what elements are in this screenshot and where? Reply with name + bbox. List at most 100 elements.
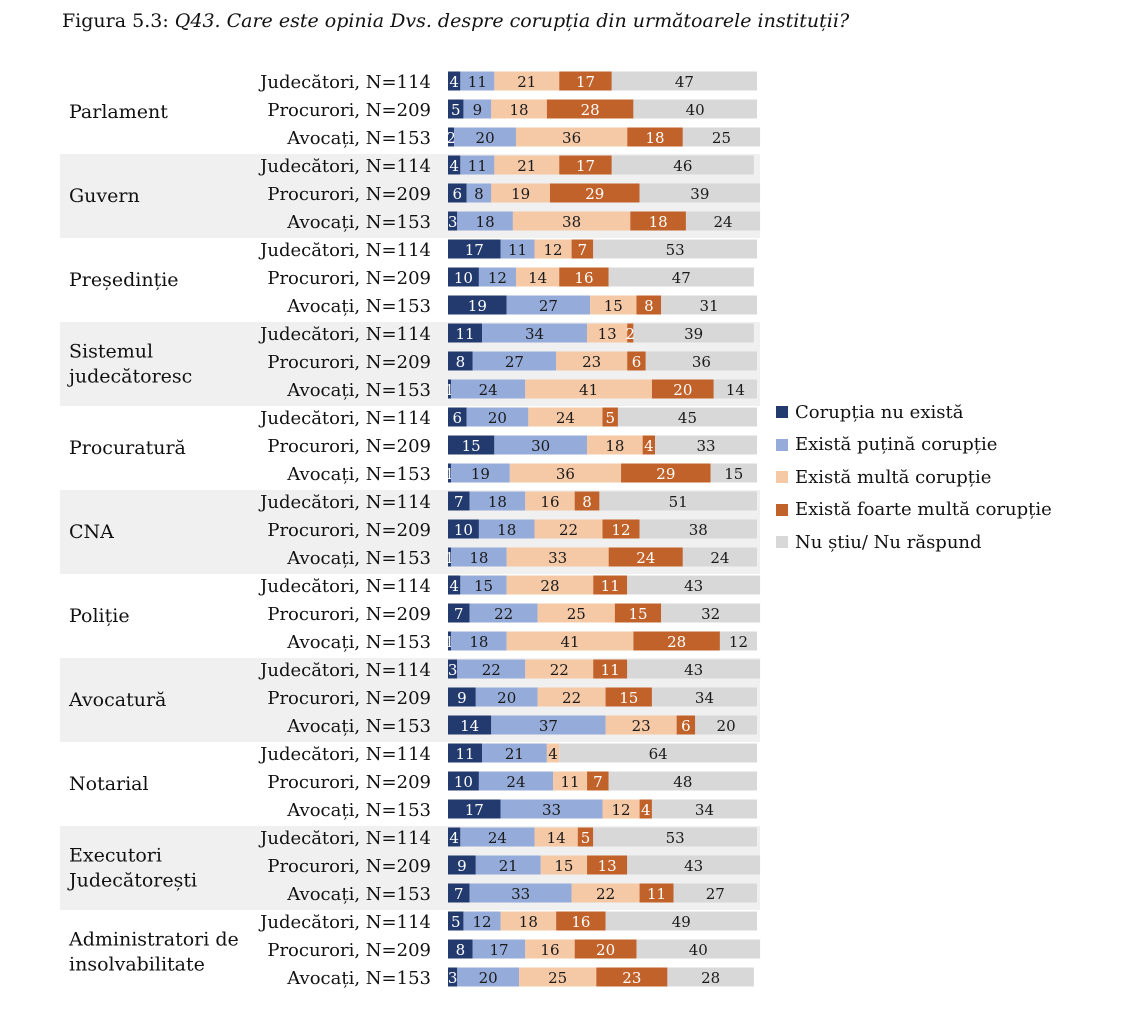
bar-segment	[448, 351, 473, 371]
bar-value-label: 18	[649, 213, 668, 231]
row-label: Avocați, N=153	[286, 128, 431, 149]
bar-value-label: 16	[540, 493, 559, 511]
legend-item: Există multă corupție	[776, 461, 1052, 494]
chart-title: Figura 5.3: Q43. Care este opinia Dvs. d…	[62, 10, 849, 32]
bar-segment	[528, 407, 603, 427]
bar-value-label: 34	[695, 801, 714, 819]
bar-segment	[673, 883, 757, 903]
bar-segment	[478, 771, 554, 791]
chart-legend: Corupția nu există Există puțină corupție…	[776, 396, 1052, 559]
bar-value-label: 12	[544, 241, 563, 259]
bar-segment	[451, 379, 526, 399]
bar-segment	[534, 519, 603, 539]
bar-segment	[472, 351, 557, 371]
bar-value-label: 9	[457, 689, 467, 707]
bar-value-label: 3	[448, 661, 458, 679]
bar-segment	[639, 519, 757, 539]
bar-value-label: 15	[628, 605, 647, 623]
bar-segment	[540, 855, 588, 875]
bar-value-label: 28	[581, 101, 600, 119]
bar-value-label: 37	[539, 717, 558, 735]
bar-value-label: 22	[550, 661, 569, 679]
bar-segment	[448, 967, 458, 987]
bar-segment	[627, 323, 634, 343]
bar-segment	[642, 435, 656, 455]
legend-label: Există foarte multă corupție	[795, 499, 1052, 521]
row-label: Judecători, N=114	[258, 828, 431, 849]
legend-swatch	[776, 438, 788, 451]
bar-value-label: 45	[678, 409, 697, 427]
bar-segment	[463, 99, 492, 119]
bar-value-label: 4	[548, 745, 558, 763]
bar-segment	[448, 939, 473, 959]
bar-segment	[559, 267, 609, 287]
bar-value-label: 5	[451, 913, 461, 931]
bar-value-label: 48	[673, 773, 692, 791]
bar-value-label: 24	[636, 549, 655, 567]
legend-item: Corupția nu există	[776, 396, 1052, 429]
bar-segment	[639, 883, 674, 903]
bar-segment	[500, 799, 603, 819]
bar-segment	[448, 631, 452, 651]
row-label: Procurori, N=209	[267, 268, 431, 289]
bar-value-label: 21	[499, 857, 518, 875]
bar-value-label: 19	[468, 297, 487, 315]
institution-label: Judecătorești	[67, 870, 197, 892]
bar-segment	[448, 155, 461, 175]
bar-value-label: 1	[445, 549, 455, 567]
bar-segment	[460, 155, 495, 175]
bar-segment	[448, 715, 492, 735]
bar-segment	[460, 575, 507, 595]
bar-value-label: 11	[455, 325, 474, 343]
bar-segment	[605, 687, 652, 707]
row-label: Avocați, N=153	[286, 296, 431, 317]
bar-segment	[475, 687, 538, 707]
bar-value-label: 24	[488, 829, 507, 847]
bar-segment	[602, 407, 618, 427]
bar-segment	[608, 547, 683, 567]
bar-value-label: 10	[454, 521, 473, 539]
bar-segment	[537, 687, 606, 707]
row-label: Judecători, N=114	[258, 912, 431, 933]
bar-segment	[633, 99, 757, 119]
bar-value-label: 29	[585, 185, 604, 203]
bar-value-label: 39	[690, 185, 709, 203]
bar-value-label: 17	[465, 801, 484, 819]
bar-segment	[636, 295, 662, 315]
bar-value-label: 18	[519, 913, 538, 931]
bar-segment	[515, 127, 628, 147]
bar-segment	[448, 267, 479, 287]
bar-value-label: 53	[666, 829, 685, 847]
bar-value-label: 47	[672, 269, 691, 287]
bar-segment	[472, 939, 526, 959]
bar-segment	[469, 491, 526, 511]
bar-value-label: 19	[471, 465, 490, 483]
bar-segment	[478, 519, 535, 539]
bar-segment	[627, 855, 761, 875]
bar-value-label: 24	[506, 773, 525, 791]
bar-value-label: 3	[448, 969, 458, 987]
bar-value-label: 39	[684, 325, 703, 343]
bar-value-label: 14	[460, 717, 479, 735]
bar-segment	[593, 575, 628, 595]
bar-value-label: 4	[449, 577, 459, 595]
bar-segment	[710, 463, 757, 483]
bar-segment	[593, 659, 628, 679]
bar-value-label: 25	[548, 969, 567, 987]
bar-segment	[475, 855, 541, 875]
bar-value-label: 19	[511, 185, 530, 203]
bar-value-label: 33	[511, 885, 530, 903]
bar-value-label: 20	[479, 969, 498, 987]
bar-value-label: 16	[574, 269, 593, 287]
bar-value-label: 4	[641, 801, 651, 819]
bar-value-label: 25	[567, 605, 586, 623]
bar-segment	[651, 379, 714, 399]
bar-value-label: 22	[559, 521, 578, 539]
bar-value-label: 36	[556, 465, 575, 483]
bar-value-label: 43	[684, 661, 703, 679]
bar-value-label: 7	[593, 773, 603, 791]
bar-segment	[457, 211, 513, 231]
institution-label: Avocatură	[68, 689, 166, 711]
bar-value-label: 29	[656, 465, 675, 483]
bar-value-label: 15	[474, 577, 493, 595]
